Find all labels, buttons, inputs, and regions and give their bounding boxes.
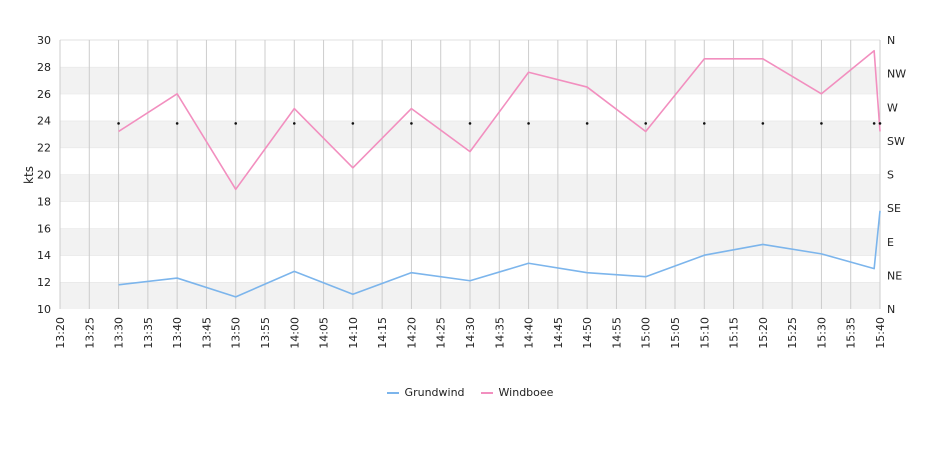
direction-marker <box>702 122 706 125</box>
direction-marker <box>872 122 876 125</box>
legend-label-grundwind: Grundwind <box>404 386 465 399</box>
y-tick-label: 14 <box>37 249 51 262</box>
direction-marker <box>468 122 472 125</box>
x-tick-label: 15:15 <box>728 317 741 349</box>
x-tick-label: 15:30 <box>815 317 828 349</box>
x-tick-label: 15:05 <box>669 317 682 349</box>
legend-swatch-windboee <box>480 391 493 394</box>
direction-marker <box>351 122 355 125</box>
direction-tick-label: N <box>887 303 895 316</box>
legend-item-windboee[interactable]: Windboee <box>480 386 554 399</box>
x-tick-label: 15:35 <box>845 317 858 349</box>
y-tick-label: 28 <box>37 61 51 74</box>
direction-marker <box>820 122 823 125</box>
y-tick-label: 10 <box>37 303 51 316</box>
direction-tick-label: NW <box>887 68 906 81</box>
x-tick-label: 13:50 <box>230 317 243 349</box>
y-axis-ticks: 10 12 14 16 18 20 22 24 26 28 30 <box>37 34 51 316</box>
x-tick-label: 14:35 <box>493 317 506 349</box>
direction-markers <box>117 122 882 125</box>
direction-axis-ticks: N NE E SE S SW W NW N <box>887 34 906 316</box>
direction-marker <box>410 122 413 125</box>
legend-item-grundwind[interactable]: Grundwind <box>386 386 465 399</box>
direction-tick-label: S <box>887 169 894 182</box>
direction-marker <box>585 122 589 125</box>
direction-tick-label: SE <box>887 202 901 215</box>
direction-marker <box>644 122 648 125</box>
x-tick-label: 13:25 <box>83 317 96 349</box>
series-lines <box>118 49 881 298</box>
x-tick-label: 14:15 <box>376 317 389 349</box>
x-tick-label: 13:30 <box>113 317 126 349</box>
y-tick-label: 30 <box>37 34 51 47</box>
x-tick-label: 14:25 <box>435 317 448 349</box>
x-tick-label: 14:30 <box>464 317 477 349</box>
direction-marker <box>234 122 238 125</box>
x-tick-label: 13:40 <box>171 317 184 349</box>
direction-marker <box>878 122 882 125</box>
direction-tick-label: W <box>887 101 898 114</box>
direction-marker <box>292 122 296 125</box>
direction-marker <box>175 122 179 125</box>
x-tick-label: 13:35 <box>142 317 155 349</box>
x-tick-label: 14:05 <box>318 317 331 349</box>
y-tick-label: 22 <box>37 142 51 155</box>
x-tick-label: 13:20 <box>54 317 67 349</box>
x-tick-label: 14:50 <box>581 317 594 349</box>
x-tick-label: 13:45 <box>200 317 213 349</box>
direction-marker <box>761 122 765 125</box>
x-tick-label: 14:45 <box>552 317 565 349</box>
y-axis-label: kts <box>22 166 36 184</box>
y-tick-label: 18 <box>37 195 51 208</box>
legend: Grundwind Windboee <box>0 386 940 399</box>
series-line-windboee <box>118 49 881 191</box>
y-tick-label: 20 <box>37 169 51 182</box>
x-axis-ticks: 13:20 13:25 13:30 13:35 13:40 13:45 13:50 13:55… <box>54 317 887 349</box>
direction-tick-label: N <box>887 34 895 47</box>
x-tick-label: 14:10 <box>347 317 360 349</box>
y-tick-label: 16 <box>37 222 51 235</box>
direction-tick-label: SW <box>887 135 905 148</box>
direction-tick-label: E <box>887 236 894 249</box>
x-tick-label: 15:00 <box>640 317 653 349</box>
direction-marker <box>527 122 530 125</box>
legend-swatch-grundwind <box>386 391 399 394</box>
x-tick-label: 14:20 <box>405 317 418 349</box>
direction-marker <box>117 122 120 125</box>
y-tick-label: 12 <box>37 276 51 289</box>
x-tick-label: 15:40 <box>874 317 887 349</box>
y-tick-label: 24 <box>37 115 51 128</box>
x-tick-label: 14:55 <box>610 317 623 349</box>
x-tick-label: 14:00 <box>288 317 301 349</box>
x-tick-label: 13:55 <box>259 317 272 349</box>
x-tick-label: 15:25 <box>786 317 799 349</box>
series-line-grundwind <box>118 210 881 298</box>
legend-label-windboee: Windboee <box>498 386 554 399</box>
y-tick-label: 26 <box>37 88 51 101</box>
vertical-gridlines <box>59 40 881 309</box>
x-tick-label: 14:40 <box>523 317 536 349</box>
x-tick-label: 15:10 <box>698 317 711 349</box>
x-tick-label: 15:20 <box>757 317 770 349</box>
direction-tick-label: NE <box>887 269 902 282</box>
